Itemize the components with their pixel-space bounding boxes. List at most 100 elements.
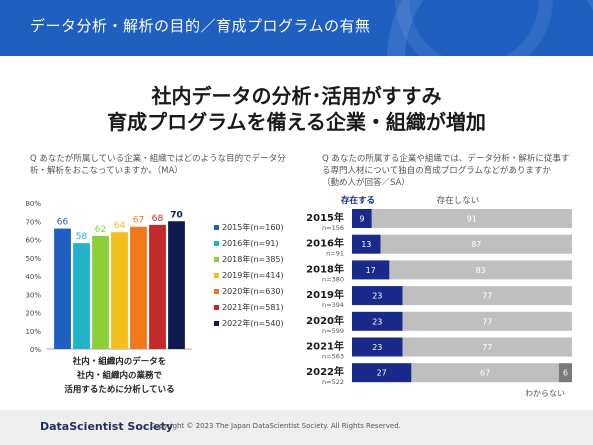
y-tick-label: 20% <box>25 310 41 318</box>
headline-line-1: 社内データの分析･活用がすすみ <box>151 84 442 108</box>
header-banner: データ分析・解析の目的／育成プログラムの有無 <box>0 0 593 56</box>
y-tick-label: 80% <box>25 200 41 208</box>
y-tick-label: 30% <box>25 291 41 299</box>
bar <box>54 228 71 349</box>
y-tick-label: 60% <box>25 237 41 245</box>
bar-segment <box>352 260 390 280</box>
question-right: Q あなたの所属する企業や組織では、データ分析・解析に従事す る専門人材について… <box>322 153 582 189</box>
bar-segment <box>371 209 572 228</box>
y-tick-label: 40% <box>25 273 41 281</box>
bar-value-label: 27 <box>377 369 387 378</box>
question-right-line: Q あなたの所属する企業や組織では、データ分析・解析に従事す <box>322 154 570 164</box>
category-label: 活用するために分析している <box>64 384 174 395</box>
bar-segment <box>380 234 572 254</box>
sample-size-label: n=563 <box>322 353 344 361</box>
legend-label: 2020年(n=630) <box>222 286 284 296</box>
category-label: 2019年 <box>306 288 344 301</box>
bar-value-label: 6 <box>563 369 568 378</box>
bar-segment <box>352 286 403 306</box>
y-tick-label: 10% <box>25 328 41 336</box>
legend-swatch <box>214 225 219 230</box>
bar <box>111 232 128 349</box>
question-left-line: 析・解析をおこなっていますか。（MA） <box>30 166 183 176</box>
y-tick-label: 70% <box>25 218 41 226</box>
series-label-exists: 存在する <box>340 195 375 206</box>
question-right-line: （勤め人が回答／SA） <box>322 178 410 188</box>
category-label: 社内・組織内のデータを <box>72 356 167 367</box>
bar-value-label: 64 <box>114 221 126 231</box>
copyright-text: Copyright © 2023 The Japan DataScientist… <box>150 422 401 430</box>
bar-value-label: 58 <box>76 232 88 242</box>
bar-value-label: 13 <box>361 240 371 249</box>
category-label: 2020年 <box>306 314 344 327</box>
bar <box>73 243 90 349</box>
sample-size-label: n=156 <box>322 224 344 232</box>
legend-label: 2022年(n=540) <box>222 318 284 328</box>
footer: DataScientist Society Copyright © 2023 T… <box>0 410 593 445</box>
legend-label: 2018年(n=385) <box>222 254 284 264</box>
legend-swatch <box>214 241 219 246</box>
bar-value-label: 68 <box>152 214 164 224</box>
question-left: Q あなたが所属している企業・組織ではどのような目的でデータ分 析・解析をおこな… <box>30 153 290 177</box>
category-label: 2022年 <box>306 365 344 378</box>
y-tick-label: 0% <box>30 346 41 354</box>
bar-value-label: 70 <box>170 210 183 220</box>
legend-label: 2019年(n=414) <box>222 270 284 280</box>
bar-value-label: 67 <box>133 216 144 226</box>
sample-size-label: n=380 <box>322 275 344 283</box>
bar-value-label: 77 <box>482 343 492 352</box>
bar-segment <box>402 337 572 357</box>
category-label: 2018年 <box>306 262 344 275</box>
legend-label: 2015年(n=160) <box>222 222 284 232</box>
bar-segment <box>352 363 412 383</box>
brand-logo-text: DataScientist Society <box>40 420 174 433</box>
bar-value-label: 23 <box>372 292 382 301</box>
bar-segment <box>352 337 403 357</box>
bar-segment <box>352 311 403 331</box>
bar-value-label: 83 <box>476 266 486 275</box>
page-title: データ分析・解析の目的／育成プログラムの有無 <box>30 17 371 35</box>
bar <box>149 224 166 349</box>
bar-value-label: 23 <box>372 317 382 326</box>
legend-swatch <box>214 321 219 326</box>
bar-value-label: 91 <box>467 215 477 224</box>
bar <box>92 235 109 349</box>
sample-size-label: n=394 <box>322 301 344 309</box>
bar-value-label: 62 <box>95 225 106 235</box>
category-label: 2015年 <box>306 211 344 224</box>
category-label: 2021年 <box>306 340 344 353</box>
bar-segment <box>402 311 572 331</box>
bar-value-label: 87 <box>471 240 481 249</box>
legend-label: 2021年(n=581) <box>222 302 284 312</box>
category-label: 社内・組織内の業務で <box>76 370 163 381</box>
bar-value-label: 77 <box>482 292 492 301</box>
bar-segment <box>558 363 572 383</box>
series-label-not-exists: 存在しない <box>437 195 480 206</box>
bar-value-label: 67 <box>480 369 490 378</box>
series-label-unknown: わからない <box>525 389 565 398</box>
question-left-line: Q あなたが所属している企業・組織ではどのような目的でデータ分 <box>30 154 286 164</box>
sample-size-label: n=91 <box>326 250 344 258</box>
bar-segment <box>411 363 559 383</box>
sample-size-label: n=599 <box>322 327 344 335</box>
headline-line-2: 育成プログラムを備える企業・組織が増加 <box>107 110 486 134</box>
legend-swatch <box>214 257 219 262</box>
sample-size-label: n=522 <box>322 378 344 386</box>
bar-value-label: 17 <box>366 266 376 275</box>
question-right-line: る専門人材について独自の育成プログラムなどがありますか <box>322 166 551 176</box>
legend-swatch <box>214 273 219 278</box>
legend-swatch <box>214 305 219 310</box>
bar-segment <box>352 209 372 228</box>
bar-value-label: 77 <box>482 317 492 326</box>
y-tick-label: 50% <box>25 255 41 263</box>
bar-segment <box>352 234 381 254</box>
bar-segment <box>389 260 572 280</box>
bar-value-label: 9 <box>359 215 364 224</box>
legend-swatch <box>214 289 219 294</box>
bar <box>130 226 147 349</box>
bar-value-label: 66 <box>57 218 69 228</box>
bar-value-label: 23 <box>372 343 382 352</box>
legend-label: 2016年(n=91) <box>222 238 279 248</box>
